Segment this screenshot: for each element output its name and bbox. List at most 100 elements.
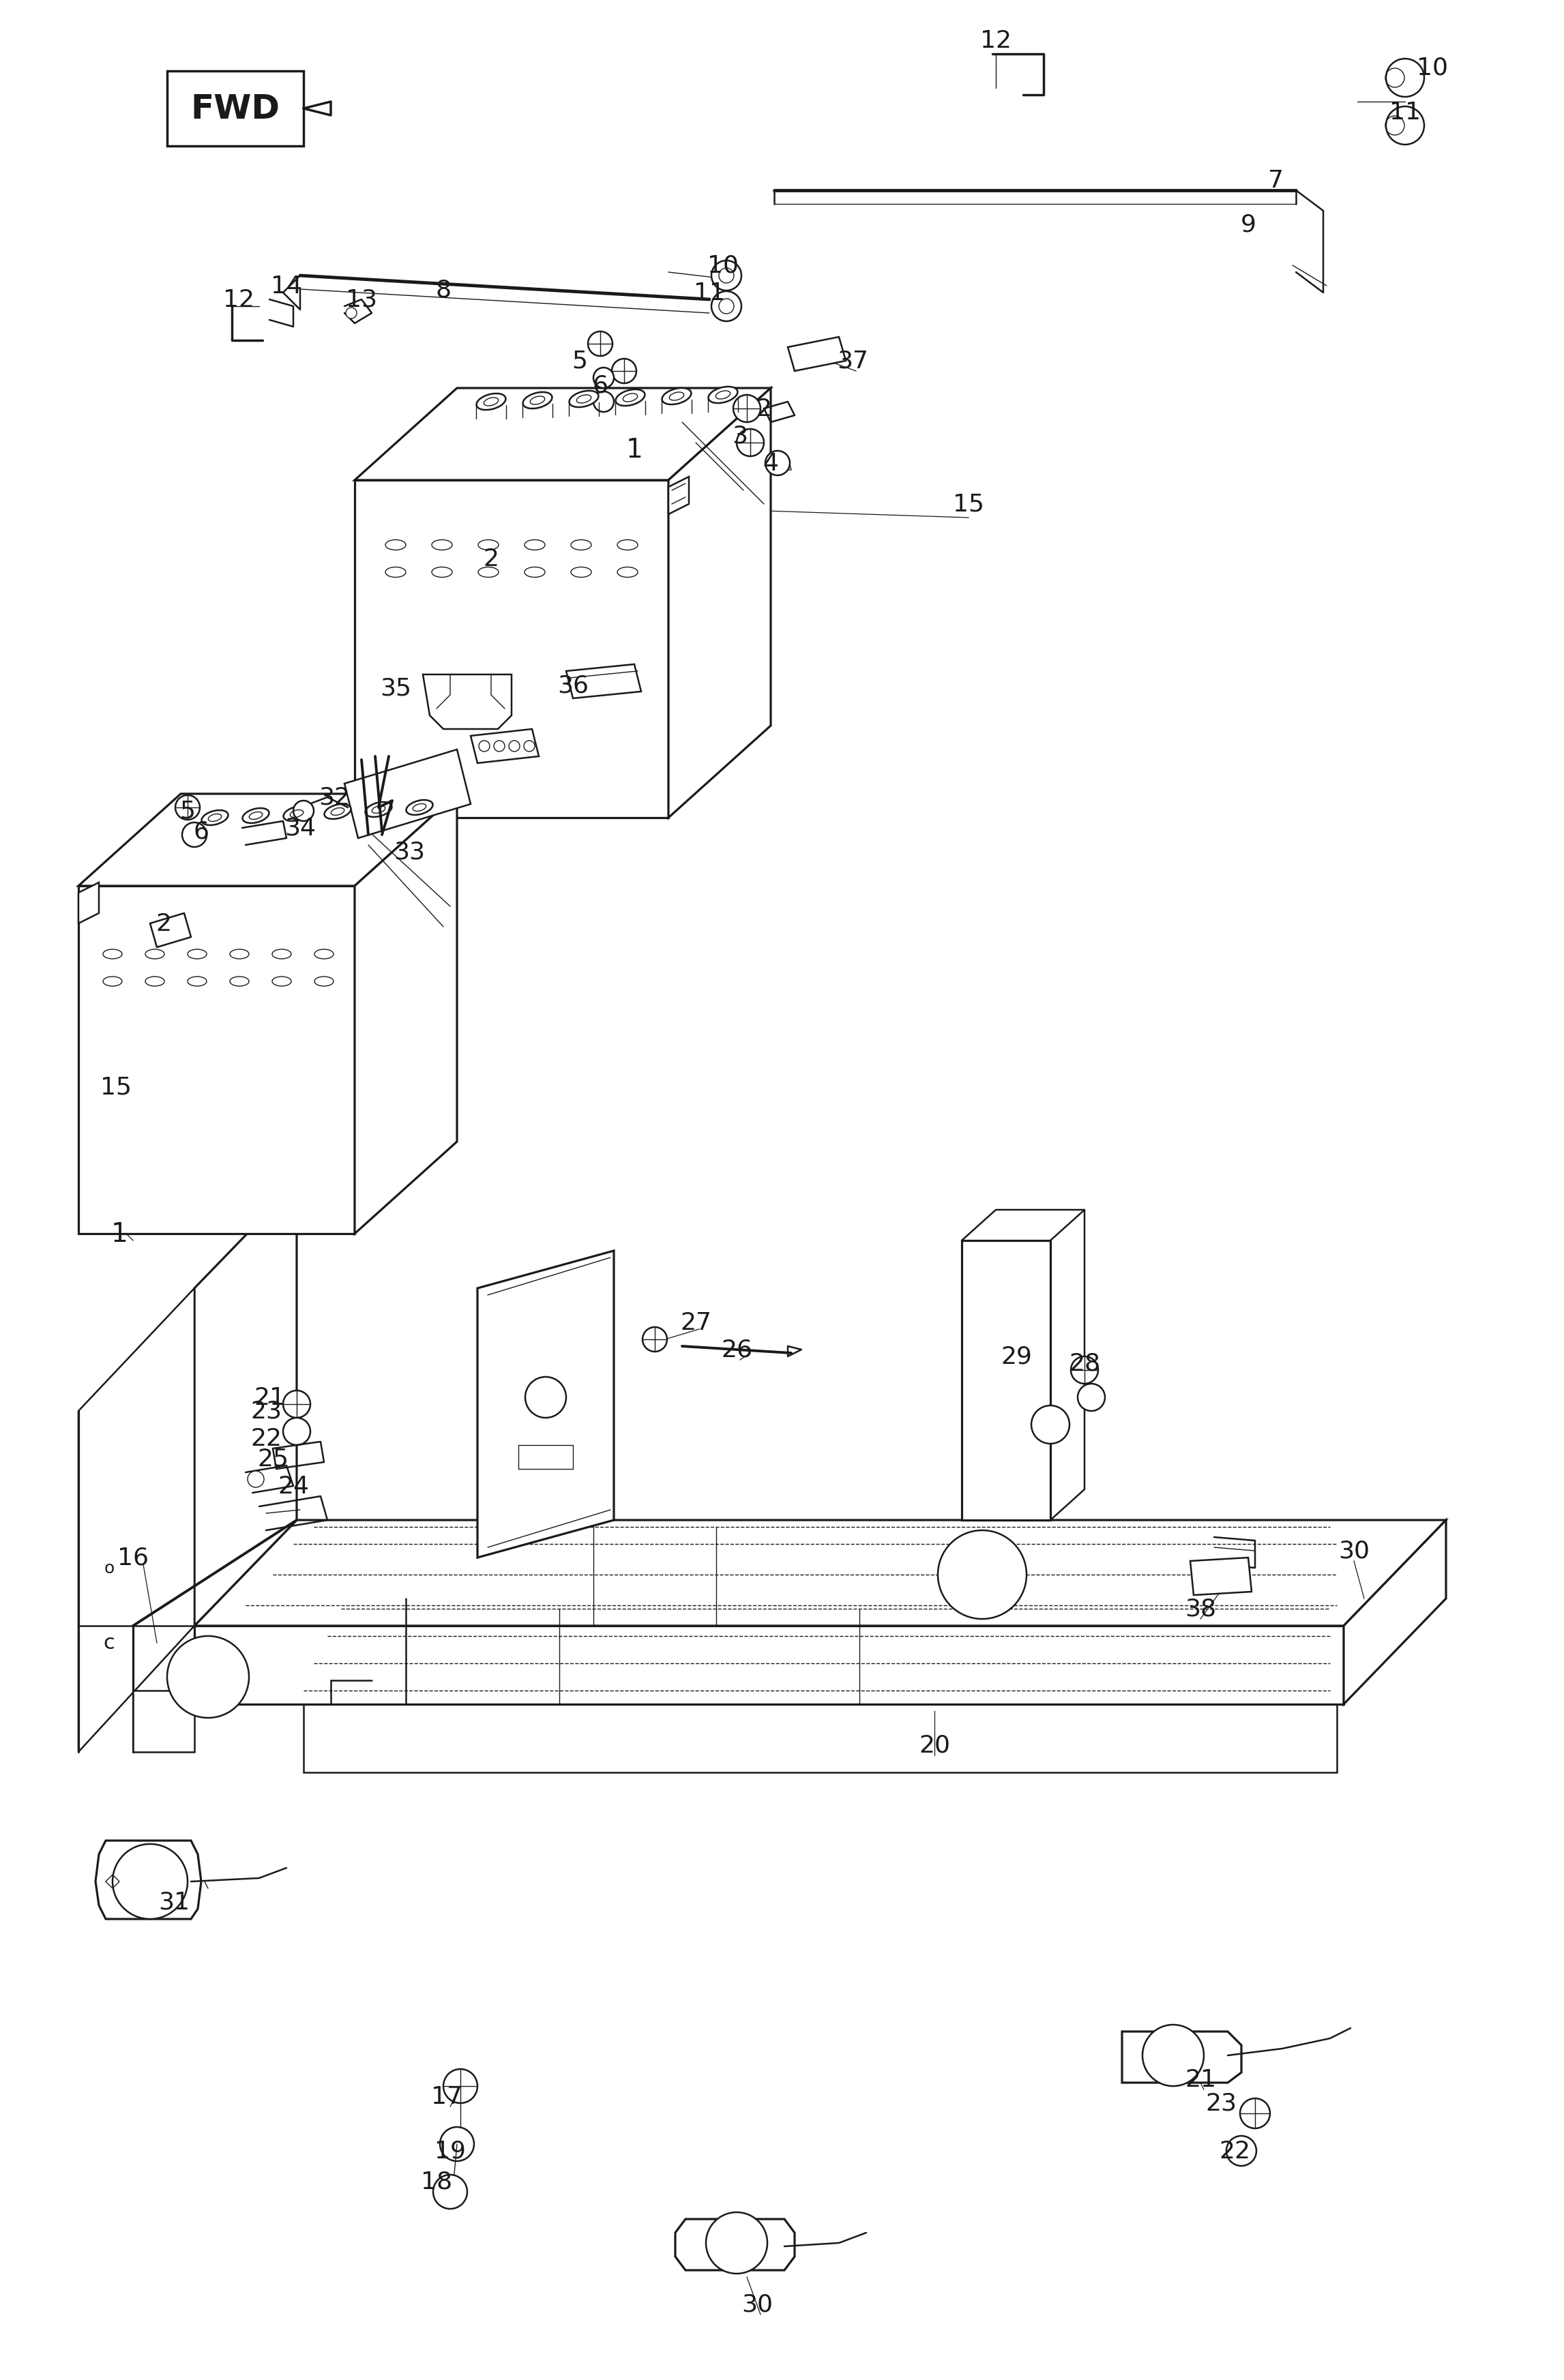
Text: 25: 25	[256, 1447, 288, 1471]
Ellipse shape	[242, 809, 269, 823]
Text: 29: 29	[1001, 1345, 1032, 1368]
Circle shape	[705, 2213, 768, 2273]
Text: 10: 10	[707, 255, 738, 278]
Text: o: o	[103, 1559, 114, 1576]
Text: 2: 2	[156, 912, 172, 935]
Polygon shape	[1190, 1559, 1251, 1595]
Circle shape	[181, 823, 206, 847]
Polygon shape	[78, 883, 99, 923]
Text: 28: 28	[1068, 1352, 1099, 1376]
Text: 30: 30	[1339, 1540, 1370, 1564]
Text: 10: 10	[1417, 57, 1448, 81]
Text: 15: 15	[952, 493, 984, 516]
Ellipse shape	[188, 950, 206, 959]
Text: 26: 26	[721, 1338, 752, 1361]
Polygon shape	[303, 1599, 1439, 1704]
Text: 23: 23	[250, 1399, 282, 1423]
Ellipse shape	[479, 566, 499, 578]
Polygon shape	[355, 481, 668, 819]
Text: 2: 2	[755, 397, 771, 421]
Polygon shape	[95, 1840, 202, 1918]
Text: 21: 21	[1186, 2068, 1217, 2092]
Text: 23: 23	[1206, 2092, 1237, 2116]
Polygon shape	[668, 478, 688, 514]
Text: 5: 5	[180, 800, 196, 823]
Circle shape	[938, 1530, 1026, 1618]
Polygon shape	[471, 731, 540, 764]
Polygon shape	[78, 1288, 194, 1752]
Circle shape	[1142, 2025, 1204, 2087]
Text: 30: 30	[741, 2292, 773, 2316]
Text: 4: 4	[763, 452, 779, 476]
Text: 32: 32	[319, 785, 350, 809]
Polygon shape	[78, 885, 355, 1233]
Polygon shape	[355, 795, 457, 1233]
Polygon shape	[194, 1626, 1343, 1704]
Circle shape	[175, 795, 200, 821]
Ellipse shape	[324, 804, 350, 819]
Ellipse shape	[432, 566, 452, 578]
Ellipse shape	[145, 976, 164, 985]
Ellipse shape	[103, 950, 122, 959]
Ellipse shape	[477, 395, 505, 409]
Text: 3: 3	[732, 424, 748, 447]
Text: 1: 1	[111, 1221, 128, 1247]
Ellipse shape	[616, 390, 644, 407]
Text: 33: 33	[394, 840, 425, 864]
Bar	[518, 1445, 572, 1468]
Polygon shape	[1343, 1521, 1447, 1704]
Text: 15: 15	[100, 1076, 131, 1100]
Circle shape	[643, 1328, 668, 1352]
Ellipse shape	[103, 976, 122, 985]
Polygon shape	[422, 676, 511, 731]
Polygon shape	[668, 388, 771, 819]
Ellipse shape	[366, 802, 393, 816]
Circle shape	[439, 2128, 474, 2161]
Text: 2: 2	[483, 547, 499, 571]
Circle shape	[1386, 107, 1425, 145]
Polygon shape	[344, 750, 471, 838]
Polygon shape	[303, 1704, 1337, 1773]
Text: FWD: FWD	[191, 93, 280, 126]
Text: 11: 11	[1389, 100, 1420, 124]
Circle shape	[443, 2068, 477, 2104]
Text: 35: 35	[380, 676, 411, 700]
Ellipse shape	[524, 540, 544, 550]
Circle shape	[526, 1378, 566, 1418]
Ellipse shape	[662, 388, 691, 405]
Polygon shape	[1121, 2033, 1242, 2082]
Circle shape	[283, 1390, 310, 1418]
Text: 36: 36	[557, 674, 588, 697]
Circle shape	[593, 369, 613, 388]
Circle shape	[612, 359, 637, 383]
Ellipse shape	[569, 390, 599, 407]
Text: 21: 21	[253, 1385, 285, 1409]
Text: 6: 6	[194, 821, 210, 843]
Ellipse shape	[571, 566, 591, 578]
Text: 1: 1	[626, 438, 643, 464]
Ellipse shape	[272, 950, 291, 959]
Text: 13: 13	[346, 288, 377, 312]
Text: 18: 18	[421, 2171, 452, 2194]
Ellipse shape	[314, 976, 333, 985]
Text: c: c	[103, 1633, 114, 1654]
Circle shape	[1240, 2099, 1270, 2128]
Polygon shape	[78, 795, 457, 885]
Circle shape	[524, 740, 535, 752]
Ellipse shape	[230, 976, 249, 985]
Ellipse shape	[571, 540, 591, 550]
Circle shape	[508, 740, 519, 752]
Polygon shape	[566, 664, 641, 700]
Ellipse shape	[479, 540, 499, 550]
Text: 34: 34	[285, 816, 316, 840]
Text: 38: 38	[1184, 1597, 1217, 1621]
Circle shape	[765, 452, 790, 476]
Circle shape	[712, 262, 741, 290]
Circle shape	[1386, 60, 1425, 98]
Polygon shape	[194, 1521, 1447, 1626]
Circle shape	[113, 1844, 188, 1918]
Text: 20: 20	[918, 1733, 951, 1756]
Ellipse shape	[230, 950, 249, 959]
Polygon shape	[676, 2218, 795, 2271]
Polygon shape	[477, 1252, 613, 1559]
